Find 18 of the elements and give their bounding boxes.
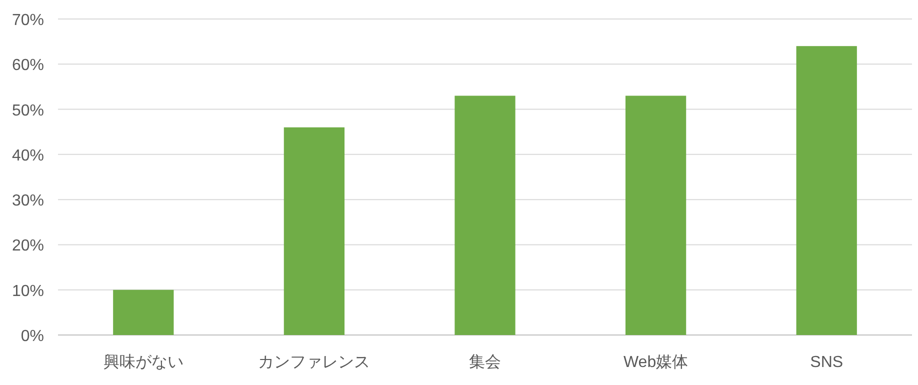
y-tick-label: 70% (12, 12, 44, 29)
bar (796, 46, 857, 335)
bar (113, 290, 174, 335)
x-tick-label: 興味がない (103, 353, 184, 371)
bar (284, 127, 345, 335)
x-tick-label: SNS (810, 354, 844, 371)
x-tick-label: Web媒体 (623, 354, 688, 371)
y-tick-label: 50% (12, 102, 44, 120)
x-tick-label: カンファレンス (258, 354, 370, 371)
bar (625, 96, 686, 335)
y-tick-label: 40% (12, 147, 44, 164)
bar (454, 96, 516, 335)
x-tick-label: 集会 (469, 354, 501, 371)
y-tick-label: 60% (12, 57, 44, 74)
y-tick-label: 0% (20, 328, 44, 345)
y-tick-label: 10% (12, 282, 44, 300)
y-tick-label: 20% (12, 238, 44, 255)
y-tick-label: 30% (12, 192, 44, 210)
